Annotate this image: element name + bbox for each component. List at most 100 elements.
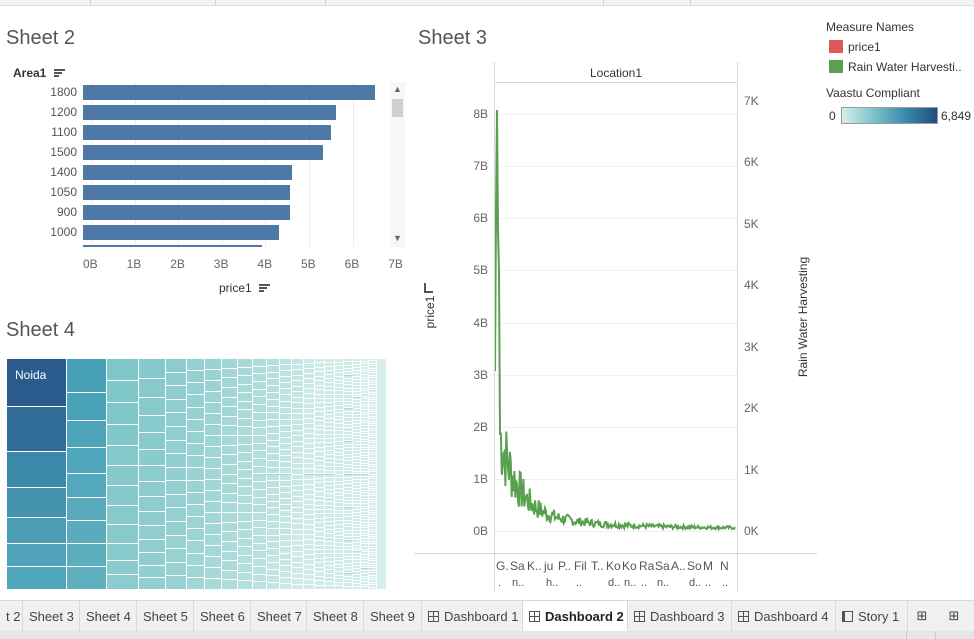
- treemap-cell[interactable]: [353, 584, 361, 588]
- treemap-cell[interactable]: [369, 359, 377, 362]
- treemap-cell[interactable]: [7, 518, 67, 544]
- treemap-cell[interactable]: [253, 505, 267, 513]
- treemap-cell[interactable]: [369, 371, 377, 374]
- treemap-cell[interactable]: [67, 448, 107, 474]
- sheet2-category-label[interactable]: 1800: [50, 85, 77, 99]
- treemap-cell[interactable]: [280, 517, 292, 524]
- treemap-cell[interactable]: [107, 575, 139, 590]
- treemap-cell[interactable]: [315, 394, 325, 399]
- treemap-cell[interactable]: [292, 359, 304, 365]
- treemap-cell[interactable]: [353, 447, 361, 451]
- treemap-cell[interactable]: [353, 412, 361, 416]
- treemap-cell[interactable]: [304, 534, 315, 540]
- treemap-cell[interactable]: [353, 409, 361, 413]
- treemap-cell[interactable]: [353, 400, 361, 404]
- treemap-cell[interactable]: [253, 513, 267, 521]
- treemap-cell[interactable]: [335, 503, 344, 507]
- treemap-cell[interactable]: [335, 564, 344, 569]
- treemap-cell[interactable]: [238, 547, 253, 556]
- treemap-cell[interactable]: [361, 383, 369, 386]
- treemap-cell[interactable]: [344, 487, 353, 491]
- treemap-cell[interactable]: [325, 502, 335, 507]
- treemap-cell[interactable]: [280, 577, 292, 584]
- treemap-cell[interactable]: [315, 527, 325, 533]
- treemap-cell[interactable]: [280, 547, 292, 554]
- treemap-cell[interactable]: [361, 525, 369, 529]
- treemap-cell[interactable]: [335, 561, 344, 565]
- treemap-cell[interactable]: [304, 544, 315, 550]
- treemap-cell[interactable]: [335, 514, 344, 518]
- treemap-cell[interactable]: [369, 486, 377, 489]
- treemap-cell[interactable]: [315, 447, 325, 453]
- treemap-cell[interactable]: [139, 578, 166, 590]
- treemap-cell[interactable]: [238, 504, 253, 513]
- treemap-cell[interactable]: [304, 409, 315, 415]
- treemap-cell[interactable]: [205, 359, 222, 370]
- treemap-cell[interactable]: [267, 454, 280, 461]
- treemap-cell[interactable]: [187, 529, 205, 542]
- treemap-cell[interactable]: [107, 403, 139, 425]
- treemap-cell[interactable]: [369, 563, 377, 566]
- treemap-cell[interactable]: [187, 419, 205, 432]
- scroll-down-arrow-icon[interactable]: ▼: [393, 233, 402, 243]
- treemap-cell[interactable]: [304, 379, 315, 385]
- treemap-cell[interactable]: [222, 397, 238, 408]
- treemap-cell[interactable]: [222, 368, 238, 379]
- treemap-cell[interactable]: [166, 494, 187, 509]
- treemap-cell[interactable]: [344, 524, 353, 528]
- treemap-cell[interactable]: [361, 552, 369, 556]
- treemap-cell[interactable]: [222, 551, 238, 562]
- treemap-cell[interactable]: [280, 456, 292, 463]
- treemap-cell[interactable]: [344, 507, 353, 511]
- treemap-cell[interactable]: [353, 557, 361, 561]
- treemap-cell[interactable]: [222, 407, 238, 417]
- treemap-cell[interactable]: [344, 438, 353, 442]
- treemap-cell[interactable]: [369, 445, 377, 449]
- treemap-cell[interactable]: [280, 474, 292, 481]
- treemap-cell[interactable]: [369, 534, 377, 538]
- sheet2-bar[interactable]: [83, 105, 336, 120]
- treemap-cell[interactable]: [222, 561, 238, 571]
- treemap-cell[interactable]: [344, 362, 353, 366]
- treemap-cell[interactable]: [335, 492, 344, 497]
- treemap-cell[interactable]: [280, 486, 292, 493]
- sheet3-x-label[interactable]: M: [703, 559, 713, 573]
- sheet2-bar[interactable]: [83, 205, 290, 220]
- treemap-cell[interactable]: [369, 474, 377, 477]
- treemap-cell[interactable]: [361, 434, 369, 437]
- treemap-cell[interactable]: [344, 500, 353, 505]
- treemap-cell[interactable]: [353, 510, 361, 513]
- treemap-cell[interactable]: [222, 522, 238, 533]
- sheet2-category-label[interactable]: 1500: [50, 145, 77, 159]
- treemap-cell[interactable]: [315, 407, 325, 413]
- treemap-cell[interactable]: [361, 377, 369, 381]
- treemap-cell[interactable]: [369, 544, 377, 547]
- treemap-cell[interactable]: [280, 498, 292, 505]
- treemap-cell[interactable]: [344, 408, 353, 412]
- treemap-cell[interactable]: [369, 481, 377, 485]
- treemap-cell[interactable]: [361, 426, 369, 429]
- treemap-cell[interactable]: [107, 506, 139, 525]
- treemap-cell[interactable]: [353, 403, 361, 407]
- treemap-cell[interactable]: [325, 418, 335, 423]
- treemap-cell[interactable]: [369, 505, 377, 509]
- treemap-cell[interactable]: [304, 529, 315, 535]
- treemap-cell[interactable]: [280, 359, 292, 366]
- treemap-cell[interactable]: [325, 394, 335, 399]
- treemap-cell[interactable]: [205, 491, 222, 502]
- treemap-cell[interactable]: [353, 542, 361, 546]
- treemap-cell[interactable]: [280, 462, 292, 469]
- treemap-cell[interactable]: [107, 381, 139, 403]
- treemap-cell[interactable]: [280, 559, 292, 566]
- legend-swatch-rain-water[interactable]: [829, 60, 843, 73]
- treemap-cell[interactable]: [292, 474, 304, 480]
- treemap-cell[interactable]: [325, 458, 335, 463]
- treemap-cell[interactable]: [315, 367, 325, 373]
- treemap-cell[interactable]: [292, 452, 304, 458]
- tab-sheet-3[interactable]: Sheet 3: [23, 601, 80, 632]
- treemap-cell[interactable]: [325, 454, 335, 459]
- treemap-cell[interactable]: [253, 520, 267, 529]
- treemap-cell[interactable]: [304, 469, 315, 475]
- treemap-cell[interactable]: [292, 546, 304, 552]
- treemap-cell[interactable]: [304, 474, 315, 480]
